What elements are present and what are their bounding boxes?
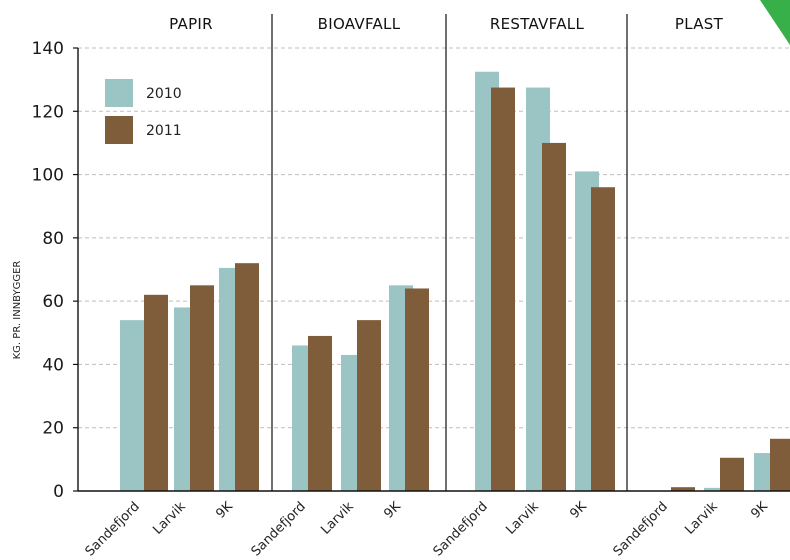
x-tick-label-restavfall-larvik: Larvik [503,499,542,538]
group-title-restavfall: RESTAVFALL [490,15,585,33]
x-tick-label-bioavfall-larvik: Larvik [318,499,357,538]
legend-swatch-2011 [105,116,133,144]
category-label-layer: Sandefjord Larvik 9K Sandefjord Larvik 9K Sand… [83,499,772,560]
bar-bioavfall-9k-2011 [405,288,429,491]
x-tick-label-bioavfall-sandefjord: Sandefjord [249,499,309,559]
bar-bioavfall-sandefjord-2011 [308,335,332,491]
x-tick-label-plast-9k: 9K [748,499,771,522]
bar-papir-9k-2011 [235,263,259,491]
axis-layer: 0 20 40 60 80 100 120 140 [32,39,790,502]
y-tick-label-20: 20 [42,419,64,439]
legend-label-2010: 2010 [146,86,182,102]
x-tick-label-plast-sandefjord: Sandefjord [611,499,671,559]
x-tick-label-papir-9k: 9K [213,499,236,522]
group-title-bioavfall: BIOAVFALL [318,15,401,33]
x-tick-label-plast-larvik: Larvik [682,499,721,538]
bar-papir-sandefjord-2010 [120,320,144,491]
group-title-layer: PAPIR BIOAVFALL RESTAVFALL PLAST [169,15,724,33]
group-title-papir: PAPIR [169,15,213,33]
bar-papir-larvik-2011 [190,285,214,491]
bar-bioavfall-larvik-2011 [357,320,381,491]
bar-plast-larvik-2011 [720,457,744,491]
x-tick-label-papir-sandefjord: Sandefjord [83,499,143,559]
bar-restavfall-9k-2011 [591,187,615,491]
y-tick-label-0: 0 [53,482,64,502]
y-tick-label-40: 40 [42,355,64,375]
y-tick-label-60: 60 [42,292,64,312]
y-tick-label-120: 120 [32,102,64,122]
y-tick-label-80: 80 [42,229,64,249]
separator-layer [271,14,628,491]
legend-label-2011: 2011 [146,123,182,139]
bar-restavfall-larvik-2011 [542,142,566,491]
group-title-plast: PLAST [675,15,724,33]
bar-plast-9k-2011 [770,438,790,491]
y-tick-label-100: 100 [32,166,64,186]
corner-accent [760,0,790,45]
x-tick-label-restavfall-9k: 9K [567,499,590,522]
x-tick-label-papir-larvik: Larvik [150,499,189,538]
legend-swatch-2010 [105,79,133,107]
bar-layer [120,71,790,491]
y-tick-label-140: 140 [32,39,64,59]
bar-plast-sandefjord-2011 [671,487,695,491]
bar-restavfall-sandefjord-2011 [491,87,515,491]
x-tick-label-bioavfall-9k: 9K [381,499,404,522]
x-tick-label-restavfall-sandefjord: Sandefjord [431,499,491,559]
legend: 2010 2011 [105,79,182,144]
y-axis-label: KG. PR. INNBYGGER [12,261,23,360]
bar-plast-larvik-2010 [704,487,728,491]
bar-papir-sandefjord-2011 [144,294,168,491]
